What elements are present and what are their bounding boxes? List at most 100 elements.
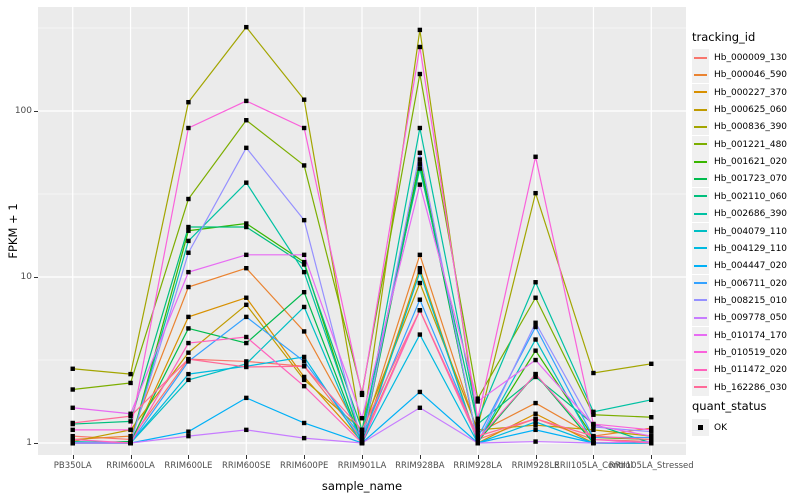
data-point (533, 416, 538, 421)
x-tick-label-RRIM928LA: RRIM928LA (453, 461, 503, 471)
data-point (244, 395, 249, 401)
x-axis-title: sample_name (321, 479, 403, 493)
data-point (533, 154, 538, 159)
data-point (244, 427, 249, 433)
data-point (359, 416, 365, 421)
data-point (533, 427, 538, 433)
legend-label: Hb_006711_020 (714, 278, 788, 289)
data-point (301, 359, 307, 364)
legend-line-icon (694, 334, 707, 337)
data-point (301, 259, 307, 265)
legend-line-icon (694, 264, 707, 267)
legend-label: Hb_009778_050 (714, 313, 788, 324)
data-point (533, 419, 538, 425)
data-point (533, 423, 538, 428)
legend-key-swatch (692, 101, 709, 119)
legend-key-swatch (692, 361, 709, 379)
data-point (244, 314, 249, 320)
legend-line-icon (694, 299, 707, 302)
x-tick-label-RRIM600SE: RRIM600SE (221, 461, 271, 471)
data-point (301, 125, 307, 131)
data-point (533, 337, 538, 342)
data-point (244, 334, 249, 340)
legend-key-swatch (692, 49, 709, 66)
x-tick-label-RRIM600LE: RRIM600LE (164, 461, 213, 471)
data-point (186, 429, 191, 434)
data-point (186, 224, 191, 230)
x-tickmark (419, 455, 421, 459)
data-point (591, 427, 596, 433)
data-point (417, 44, 423, 50)
x-tick-label-RRII105LA_Control: RRII105LA_Control (554, 461, 633, 471)
x-tickmark (188, 455, 190, 459)
data-point (533, 357, 538, 363)
data-point (359, 430, 365, 436)
data-point (649, 433, 654, 439)
legend-label: Hb_001221_480 (714, 139, 788, 150)
data-point (417, 308, 423, 313)
data-point (70, 440, 75, 446)
data-point (591, 421, 596, 427)
x-tick-label-RRIM600PE: RRIM600PE (279, 461, 329, 471)
data-point (359, 435, 365, 440)
data-point (186, 314, 191, 320)
legend-line-icon (694, 212, 707, 215)
legend-line-icon (694, 73, 707, 76)
data-point (301, 329, 307, 334)
legend-line-icon (694, 108, 707, 111)
legend-key-swatch (692, 66, 709, 84)
data-point (186, 250, 191, 255)
data-point (186, 99, 191, 105)
y-tickmark (34, 111, 38, 112)
plot-canvas (38, 7, 686, 455)
data-point (186, 433, 191, 439)
data-point (533, 348, 538, 353)
legend-label: Hb_002110_060 (714, 191, 788, 202)
data-point (301, 269, 307, 275)
data-point (417, 297, 423, 302)
data-point (591, 437, 596, 442)
x-tick-label-RRIM928BA: RRIM928BA (395, 461, 445, 471)
legend-label: Hb_000836_390 (714, 122, 788, 133)
x-tick-label-RRII105LA_Stressed: RRII105LA_Stressed (608, 461, 694, 471)
data-point (417, 166, 423, 171)
legend-key-swatch (692, 118, 709, 136)
legend-key-swatch (692, 153, 709, 171)
ok-point-icon (698, 425, 703, 430)
x-tick-label-PB350LA: PB350LA (53, 461, 92, 471)
data-point (649, 361, 654, 366)
legend-key-swatch (692, 378, 709, 396)
y-tickmark (34, 443, 38, 444)
data-point (70, 427, 75, 433)
data-point (128, 380, 133, 386)
legend-line-icon (694, 282, 707, 285)
data-point (244, 24, 249, 30)
data-point (301, 262, 307, 267)
data-point (417, 71, 423, 77)
data-point (649, 397, 654, 403)
data-point (244, 302, 249, 308)
legend-label: Hb_001723_070 (714, 174, 788, 185)
data-point (70, 433, 75, 439)
data-point (533, 324, 538, 330)
data-point (128, 427, 133, 433)
data-point (244, 180, 249, 185)
legend-label: Hb_000625_060 (714, 105, 788, 116)
legend-label: Hb_000046_590 (714, 70, 788, 81)
y-tick-label: 10 (20, 271, 32, 282)
data-point (649, 415, 654, 420)
legend-label: Hb_008215_010 (714, 295, 788, 306)
data-point (128, 419, 133, 424)
data-point (649, 427, 654, 433)
x-tick-label-RRIM928LE: RRIM928LE (511, 461, 560, 471)
data-point (475, 437, 480, 442)
data-point (244, 295, 249, 300)
data-point (301, 377, 307, 383)
data-point (533, 190, 538, 196)
legend-line-icon (694, 195, 707, 198)
legend-label: Hb_004079_110 (714, 226, 788, 237)
data-point (186, 326, 191, 331)
legend-label: Hb_162286_030 (714, 382, 788, 393)
plot-panel (38, 7, 686, 455)
